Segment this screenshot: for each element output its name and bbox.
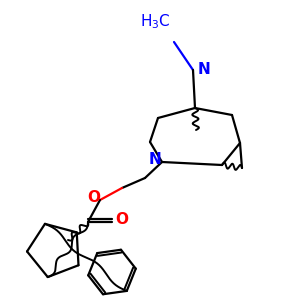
Text: O: O <box>88 190 100 206</box>
Text: H$_3$C: H$_3$C <box>140 13 170 32</box>
Text: N: N <box>148 152 161 167</box>
Text: N: N <box>198 62 211 77</box>
Text: O: O <box>116 212 128 227</box>
